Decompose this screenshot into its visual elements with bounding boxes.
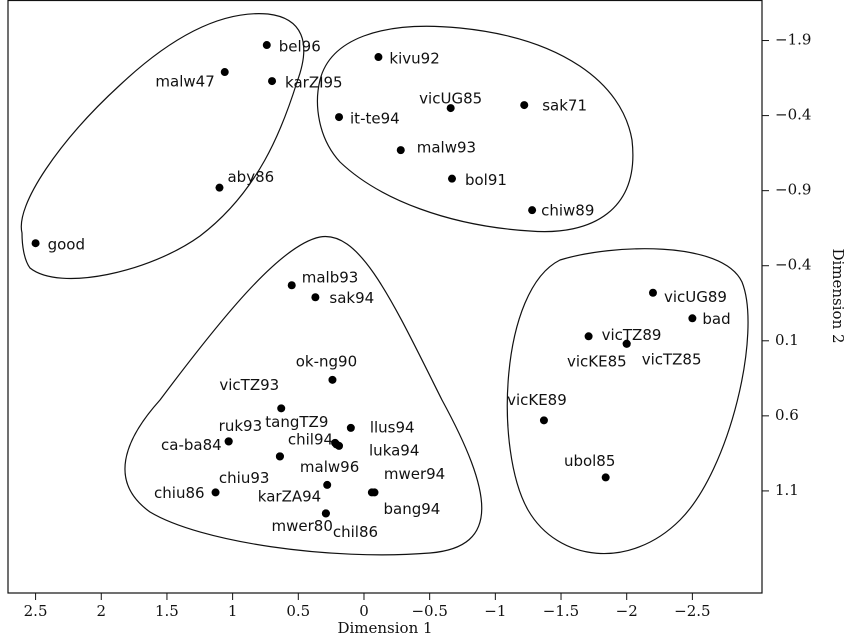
point bbox=[220, 68, 229, 77]
x-tick-label: 1 bbox=[228, 602, 238, 620]
point bbox=[224, 437, 233, 446]
point bbox=[328, 375, 337, 384]
point-label: ubol85 bbox=[564, 452, 615, 470]
y-tick-label: −0.4 bbox=[775, 106, 811, 124]
point bbox=[311, 293, 320, 302]
x-tick-label: −1.5 bbox=[543, 602, 579, 620]
point-label: malw47 bbox=[155, 73, 214, 91]
x-tick-label: −2.5 bbox=[674, 602, 710, 620]
x-tick-label: −0.5 bbox=[411, 602, 447, 620]
point-label: sak71 bbox=[542, 97, 587, 115]
point bbox=[262, 41, 271, 50]
point-label: ca-ba84 bbox=[161, 436, 222, 454]
y-tick-label: 0.1 bbox=[775, 331, 799, 349]
point bbox=[528, 206, 537, 215]
point-label: bel96 bbox=[279, 38, 321, 56]
point bbox=[321, 509, 330, 518]
point bbox=[520, 101, 529, 110]
cluster-outline bbox=[124, 235, 483, 556]
point-label: vicTZ85 bbox=[642, 350, 702, 368]
point-label: aby86 bbox=[227, 168, 274, 186]
point-label: tangTZ9 bbox=[265, 413, 328, 431]
point-label: chil86 bbox=[333, 523, 378, 541]
point-label: it-te94 bbox=[350, 110, 400, 128]
point-label: vicTZ93 bbox=[219, 376, 279, 394]
point-label: chil94 bbox=[288, 430, 333, 448]
point bbox=[31, 239, 40, 248]
point bbox=[539, 416, 548, 425]
point bbox=[287, 281, 296, 290]
point-label: bad bbox=[702, 310, 730, 328]
y-tick-label: −1.9 bbox=[775, 31, 811, 49]
point-label: vicUG89 bbox=[664, 288, 727, 306]
point-label: karZA94 bbox=[258, 487, 321, 505]
point-label: llus94 bbox=[370, 418, 415, 436]
point bbox=[688, 314, 697, 323]
plot-frame bbox=[7, 0, 763, 594]
point bbox=[275, 452, 284, 461]
y-tick-label: 1.1 bbox=[775, 481, 799, 499]
point-label: chiw89 bbox=[541, 202, 594, 220]
point-label: sak94 bbox=[329, 289, 374, 307]
cluster-outline bbox=[20, 13, 305, 280]
point bbox=[601, 473, 610, 482]
x-axis-label: Dimension 1 bbox=[337, 619, 432, 637]
point-label: vicKE89 bbox=[507, 391, 567, 409]
cluster-outline bbox=[316, 25, 634, 233]
point bbox=[215, 183, 224, 192]
x-tick-label: 2 bbox=[96, 602, 106, 620]
point bbox=[622, 339, 631, 348]
point-label: chiu93 bbox=[219, 469, 270, 487]
point bbox=[335, 441, 344, 450]
point-label: ok-ng90 bbox=[296, 352, 357, 370]
point-label: vicTZ89 bbox=[602, 326, 662, 344]
y-tick-label: −0.9 bbox=[775, 181, 811, 199]
point-label: ruk93 bbox=[219, 417, 262, 435]
point-label: bang94 bbox=[383, 500, 440, 518]
y-tick-label: −0.4 bbox=[775, 256, 811, 274]
x-tick-label: −1 bbox=[484, 602, 506, 620]
point bbox=[447, 174, 456, 183]
x-tick-label: 0.5 bbox=[286, 602, 310, 620]
point bbox=[446, 104, 455, 113]
point bbox=[648, 288, 657, 297]
point-label: vicUG85 bbox=[419, 90, 482, 108]
point bbox=[584, 332, 593, 341]
x-tick-label: 2.5 bbox=[24, 602, 48, 620]
y-axis-label: Dimension 2 bbox=[829, 248, 847, 343]
point bbox=[370, 488, 379, 497]
x-tick-label: 0 bbox=[359, 602, 369, 620]
point-label: malw96 bbox=[300, 458, 359, 476]
point-label: good bbox=[48, 236, 85, 254]
point-label: malb93 bbox=[302, 269, 359, 287]
point-label: luka94 bbox=[369, 441, 419, 459]
x-tick-label: 1.5 bbox=[155, 602, 179, 620]
point bbox=[396, 146, 405, 155]
point-label: mwer94 bbox=[384, 465, 445, 483]
point bbox=[346, 423, 355, 432]
point bbox=[211, 488, 220, 497]
point-label: karZI95 bbox=[285, 74, 343, 92]
point-label: kivu92 bbox=[389, 50, 439, 68]
cluster-outline bbox=[506, 248, 749, 555]
point-label: chiu86 bbox=[154, 484, 205, 502]
point bbox=[335, 113, 344, 122]
x-tick-label: −2 bbox=[616, 602, 638, 620]
point-label: mwer80 bbox=[272, 517, 333, 535]
y-tick-label: 0.6 bbox=[775, 406, 799, 424]
point-label: vicKE85 bbox=[567, 352, 627, 370]
point bbox=[268, 77, 277, 86]
point bbox=[374, 53, 383, 62]
point bbox=[323, 480, 332, 489]
point-label: malw93 bbox=[417, 139, 476, 157]
point bbox=[277, 404, 286, 413]
point-label: bol91 bbox=[465, 171, 507, 189]
